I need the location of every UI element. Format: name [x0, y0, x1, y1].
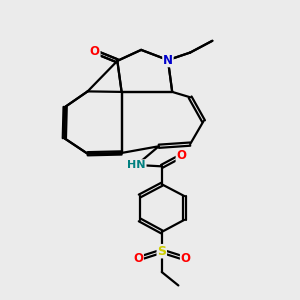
Text: O: O — [181, 252, 190, 265]
Text: S: S — [157, 245, 166, 258]
Text: O: O — [90, 45, 100, 58]
Text: HN: HN — [128, 160, 146, 170]
Text: O: O — [133, 252, 143, 265]
Text: N: N — [163, 54, 173, 67]
Text: O: O — [176, 149, 186, 162]
